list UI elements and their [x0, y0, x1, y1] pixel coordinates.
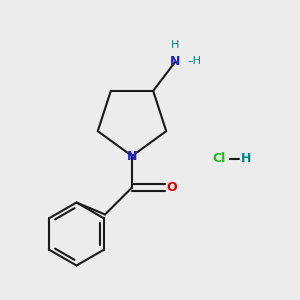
Text: N: N: [170, 55, 181, 68]
Text: H: H: [171, 40, 180, 50]
Text: H: H: [241, 152, 251, 166]
Text: O: O: [167, 181, 177, 194]
Text: N: N: [127, 149, 137, 163]
Text: Cl: Cl: [212, 152, 226, 166]
Text: –H: –H: [188, 56, 202, 67]
